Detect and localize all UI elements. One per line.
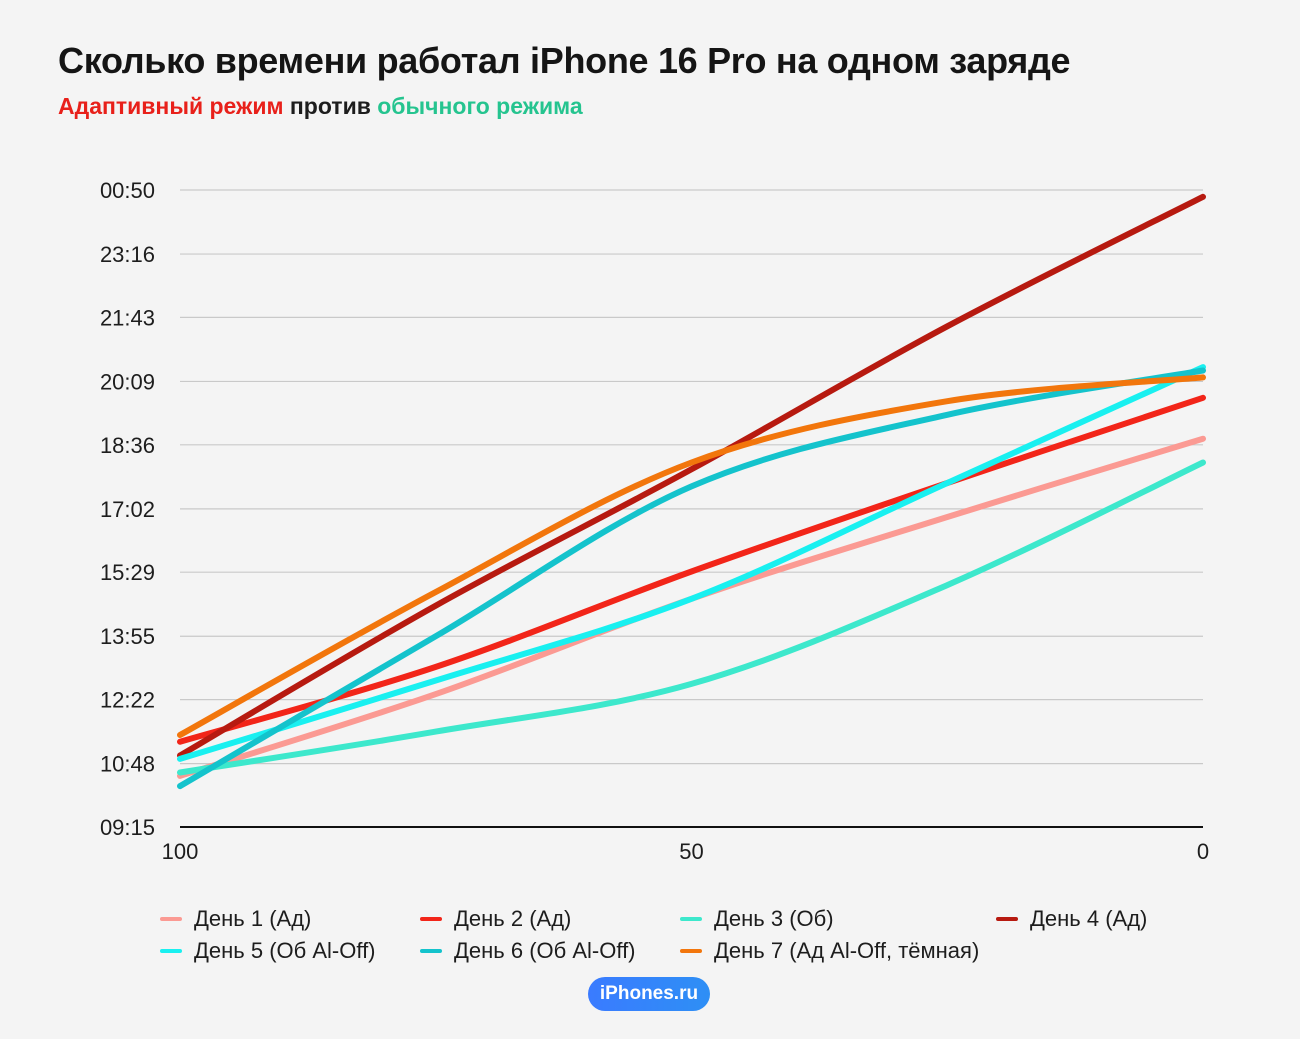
legend-label: День 4 (Ад) [1030, 906, 1148, 931]
series-line-day-3 [177, 459, 1206, 776]
chart-subtitle: Адаптивный режим против обычного режима [58, 93, 583, 120]
legend-label: День 5 (Об Al-Off) [194, 938, 376, 963]
legend-item: День 3 (Об) [680, 905, 996, 933]
legend-swatch [680, 949, 702, 953]
legend-item: День 4 (Ад) [996, 905, 1220, 933]
x-tick-label: 100 [162, 839, 199, 864]
y-tick-label: 09:15 [100, 815, 155, 840]
y-tick-label: 17:02 [100, 497, 155, 522]
y-tick-label: 21:43 [100, 305, 155, 330]
series-line-day-2 [177, 394, 1206, 745]
series-lines [177, 193, 1206, 790]
subtitle-adaptive: Адаптивный режим [58, 93, 284, 119]
legend-item: День 5 (Об Al-Off) [160, 937, 420, 965]
y-tick-label: 10:48 [100, 752, 155, 777]
legend-swatch [160, 917, 182, 921]
series-line-day-5 [177, 364, 1206, 762]
series-line-day-7 [177, 374, 1206, 738]
grid-layer [180, 189, 1203, 828]
x-tick-label: 0 [1197, 839, 1209, 864]
y-tick-labels: 09:15 10:48 12:22 13:55 15:29 17:02 18:36 20:09… [100, 178, 155, 840]
series-line-day-4 [177, 193, 1206, 759]
chart-title: Сколько времени работал iPhone 16 Pro на… [58, 40, 1071, 81]
source-badge[interactable]: iPhones.ru [588, 977, 710, 1011]
x-tick-label: 50 [679, 839, 703, 864]
y-tick-label: 18:36 [100, 433, 155, 458]
subtitle-normal: обычного режима [377, 93, 583, 119]
legend-swatch [996, 917, 1018, 921]
legend-label: День 2 (Ад) [454, 906, 572, 931]
y-tick-label: 20:09 [100, 369, 155, 394]
legend-item: День 6 (Об Al-Off) [420, 937, 680, 965]
legend-swatch [160, 949, 182, 953]
legend-item: День 1 (Ад) [160, 905, 420, 933]
legend-item: День 7 (Ад Al-Off, тёмная) [680, 937, 996, 965]
legend-label: День 7 (Ад Al-Off, тёмная) [714, 938, 980, 963]
legend-item: День 2 (Ад) [420, 905, 680, 933]
subtitle-vs: против [283, 93, 378, 119]
y-tick-label: 00:50 [100, 178, 155, 203]
legend-swatch [420, 949, 442, 953]
y-tick-label: 13:55 [100, 624, 155, 649]
x-tick-labels: 100 50 0 [162, 839, 1209, 864]
chart-legend: День 1 (Ад) День 2 (Ад) День 3 (Об) День 4 … [160, 905, 1220, 965]
y-tick-label: 12:22 [100, 688, 155, 713]
legend-label: День 3 (Об) [714, 906, 834, 931]
legend-swatch [680, 917, 702, 921]
legend-label: День 1 (Ад) [194, 906, 312, 931]
series-line-day-6 [177, 367, 1206, 790]
y-tick-label: 15:29 [100, 560, 155, 585]
y-tick-label: 23:16 [100, 242, 155, 267]
legend-swatch [420, 917, 442, 921]
legend-label: День 6 (Об Al-Off) [454, 938, 636, 963]
